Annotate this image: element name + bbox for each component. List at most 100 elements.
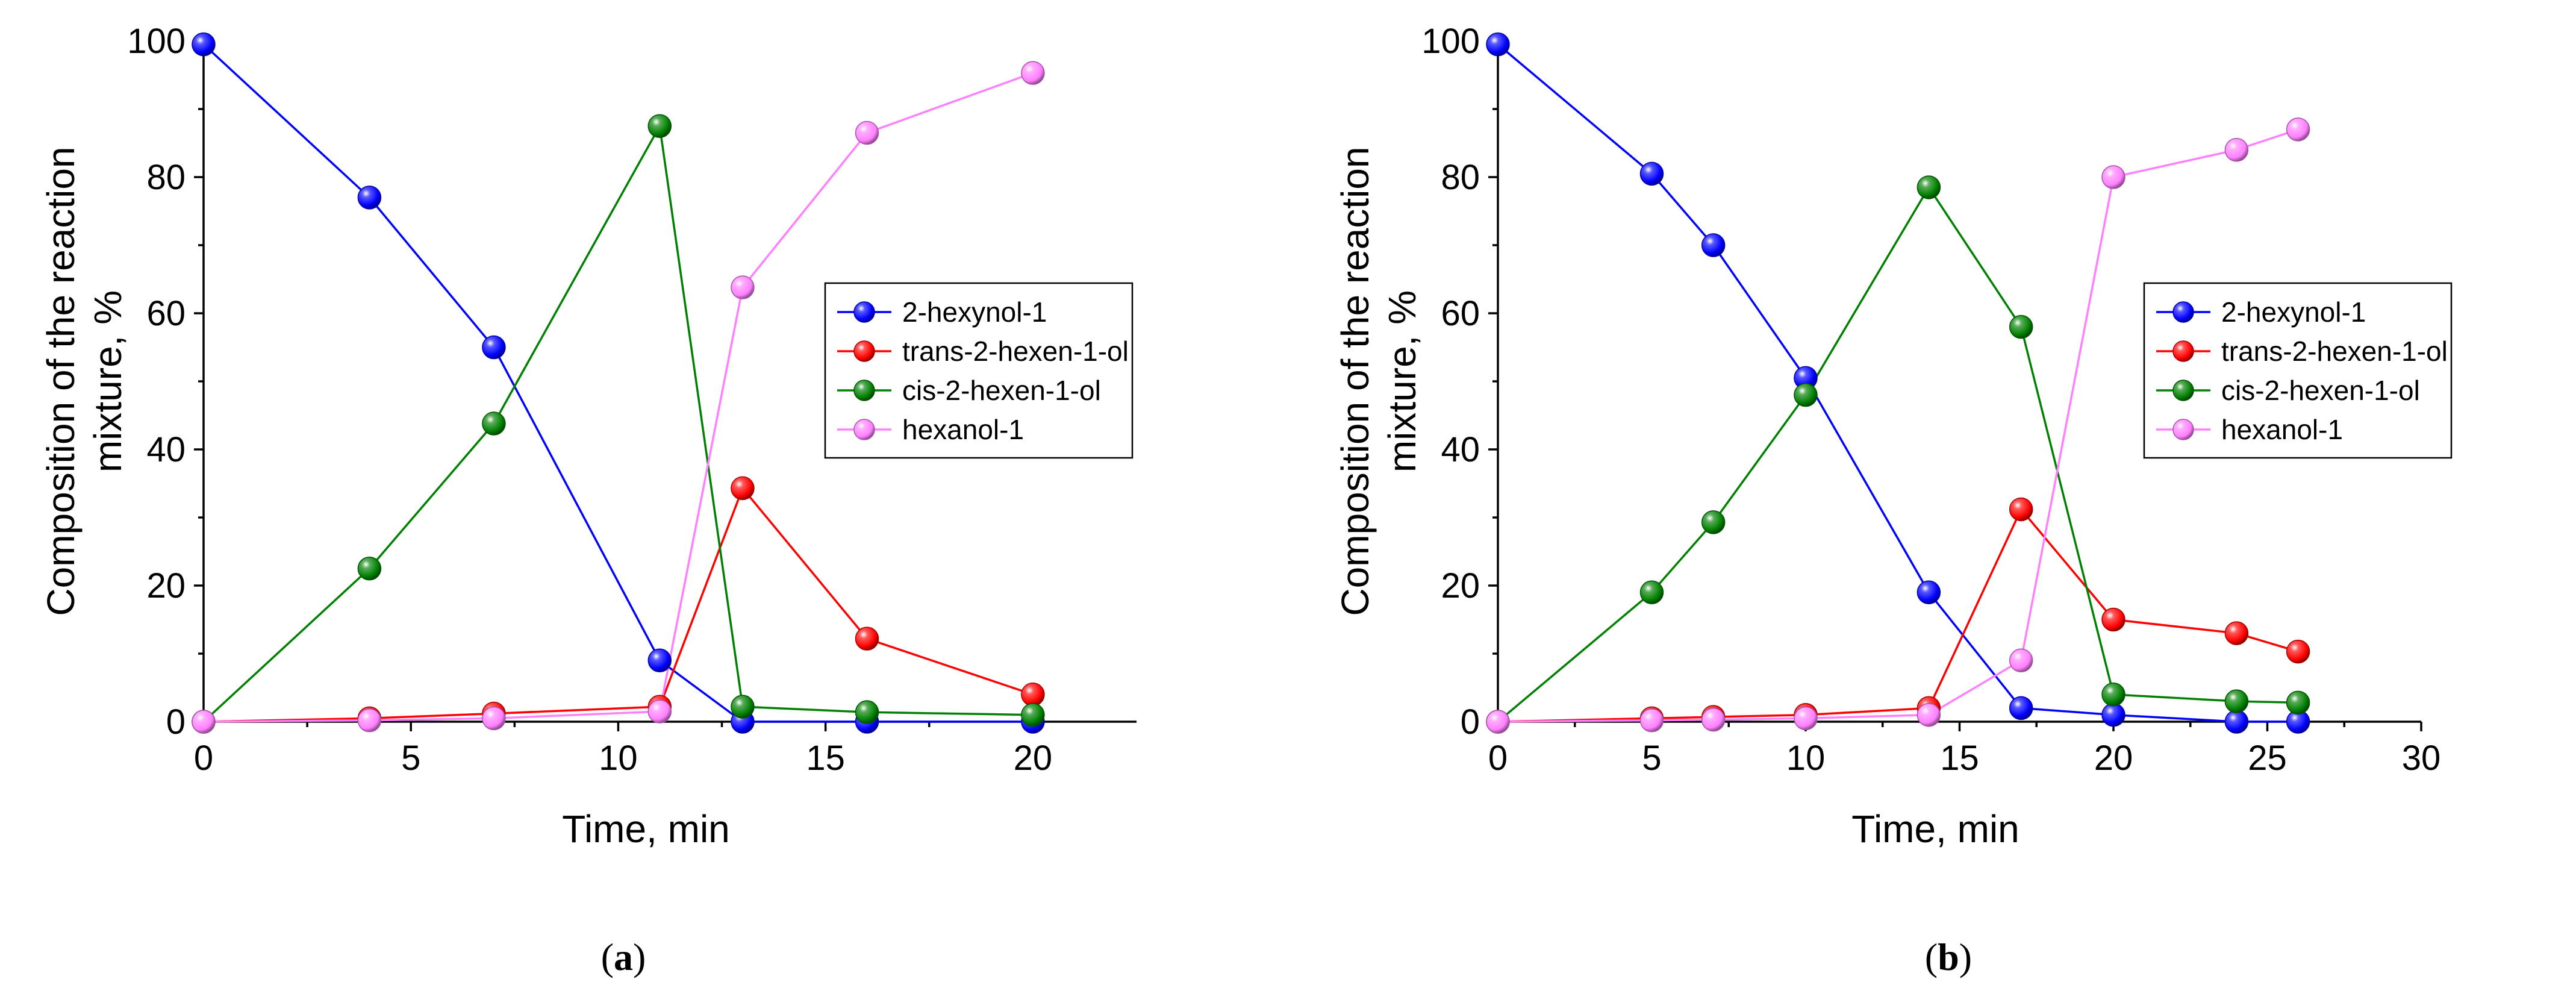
data-point-2-hexynol-1	[2009, 696, 2033, 720]
panel-label: (a)	[601, 936, 646, 978]
data-point-cis-2-hexen-1-ol	[1916, 175, 1941, 199]
data-point-trans-2-hexen-1-ol	[855, 627, 879, 651]
y-tick-label: 100	[127, 22, 186, 61]
data-point-hexanol-1	[482, 706, 506, 731]
legend-label: cis-2-hexen-1-ol	[2221, 375, 2420, 406]
legend: 2-hexynol-1 trans-2-hexen-1-ol cis-2-hexen…	[824, 282, 1134, 459]
legend-marker	[853, 340, 875, 362]
y-axis-title-line: Composition of the reaction	[39, 146, 83, 616]
data-point-trans-2-hexen-1-ol	[2286, 639, 2310, 664]
legend: 2-hexynol-1 trans-2-hexen-1-ol cis-2-hexen…	[2143, 282, 2453, 459]
legend-label: cis-2-hexen-1-ol	[902, 375, 1101, 406]
legend-marker	[2172, 380, 2194, 401]
data-point-2-hexynol-1	[192, 32, 216, 57]
data-point-2-hexynol-1	[357, 186, 382, 210]
legend-marker	[853, 380, 875, 401]
data-point-cis-2-hexen-1-ol	[2009, 314, 2033, 339]
data-point-cis-2-hexen-1-ol	[1701, 510, 1726, 534]
data-point-hexanol-1	[1794, 706, 1818, 731]
data-point-cis-2-hexen-1-ol	[2224, 689, 2249, 713]
data-point-cis-2-hexen-1-ol	[357, 557, 382, 581]
panel-label-letter: b	[1938, 936, 1959, 978]
data-point-2-hexynol-1	[647, 648, 672, 673]
data-point-2-hexynol-1	[2101, 702, 2125, 727]
data-point-cis-2-hexen-1-ol	[647, 114, 672, 138]
data-point-cis-2-hexen-1-ol	[2101, 683, 2125, 707]
x-axis-title: Time, min	[1851, 807, 2019, 851]
data-point-hexanol-1	[1639, 708, 1664, 733]
data-point-hexanol-1	[2286, 117, 2310, 142]
data-point-2-hexynol-1	[482, 335, 506, 360]
data-point-hexanol-1	[855, 120, 879, 145]
series-line-trans-2-hexen-1-ol	[1497, 507, 2299, 723]
legend-marker	[2172, 340, 2194, 362]
legend-label: hexanol-1	[2221, 414, 2343, 445]
legend-label: 2-hexynol-1	[2221, 296, 2366, 328]
x-tick-label: 10	[599, 739, 638, 778]
legend-label: trans-2-hexen-1-ol	[902, 336, 1129, 367]
data-point-cis-2-hexen-1-ol	[1639, 580, 1664, 605]
data-point-2-hexynol-1	[1701, 233, 1726, 257]
y-axis-title-line: Composition of the reaction	[1333, 146, 1377, 616]
legend-marker	[2172, 301, 2194, 323]
x-tick-label: 5	[1642, 739, 1661, 778]
data-point-hexanol-1	[1701, 707, 1726, 732]
y-tick-label: 80	[1441, 158, 1480, 197]
x-tick-label: 0	[194, 739, 213, 778]
y-axis-title: Composition of the reactionmixture, %	[1333, 146, 1424, 616]
legend-label: trans-2-hexen-1-ol	[2221, 336, 2448, 367]
data-point-cis-2-hexen-1-ol	[731, 695, 755, 719]
y-axis-title: Composition of the reactionmixture, %	[39, 146, 129, 616]
data-point-hexanol-1	[2101, 165, 2125, 189]
data-point-hexanol-1	[357, 708, 382, 733]
data-point-cis-2-hexen-1-ol	[1021, 702, 1045, 727]
data-point-cis-2-hexen-1-ol	[2286, 690, 2310, 715]
data-point-hexanol-1	[731, 275, 755, 299]
data-point-hexanol-1	[1916, 702, 1941, 727]
y-axis-title-line: mixture, %	[86, 290, 129, 472]
chart-panel-a: 0 5 10 15 20 0 20 40 60 80 100 Time, min Composition…	[39, 22, 1137, 978]
x-tick-label: 25	[2248, 739, 2287, 778]
x-axis-title: Time, min	[562, 807, 730, 851]
legend-marker	[853, 301, 875, 323]
data-point-2-hexynol-1	[1639, 161, 1664, 186]
data-point-trans-2-hexen-1-ol	[2009, 497, 2033, 522]
x-tick-label: 10	[1786, 739, 1826, 778]
legend-marker	[2172, 419, 2194, 440]
data-point-trans-2-hexen-1-ol	[731, 476, 755, 501]
series-line-trans-2-hexen-1-ol	[203, 486, 1034, 723]
data-point-hexanol-1	[1486, 710, 1510, 734]
data-point-cis-2-hexen-1-ol	[855, 700, 879, 724]
data-point-hexanol-1	[192, 710, 216, 734]
panel-label-paren: (	[1925, 936, 1938, 978]
x-tick-label: 0	[1488, 739, 1508, 778]
legend-marker	[853, 419, 875, 440]
y-tick-label: 80	[146, 158, 186, 197]
data-point-hexanol-1	[1021, 61, 1045, 85]
data-point-2-hexynol-1	[1916, 580, 1941, 605]
data-point-trans-2-hexen-1-ol	[2101, 607, 2125, 632]
x-tick-label: 5	[401, 739, 420, 778]
x-tick-label: 20	[2094, 739, 2133, 778]
x-tick-label: 30	[2402, 739, 2441, 778]
y-tick-label: 60	[146, 294, 186, 333]
x-tick-label: 15	[806, 739, 845, 778]
x-tick-label: 15	[1940, 739, 1979, 778]
data-point-hexanol-1	[2009, 648, 2033, 673]
y-axis-title-line: mixture, %	[1380, 290, 1424, 472]
y-tick-label: 100	[1421, 22, 1480, 61]
data-point-2-hexynol-1	[2224, 710, 2249, 734]
data-point-trans-2-hexen-1-ol	[2224, 621, 2249, 645]
legend-label: hexanol-1	[902, 414, 1024, 445]
data-point-cis-2-hexen-1-ol	[482, 411, 506, 436]
y-tick-label: 20	[1441, 566, 1480, 605]
y-tick-label: 0	[1461, 702, 1480, 742]
y-tick-label: 60	[1441, 294, 1480, 333]
data-point-trans-2-hexen-1-ol	[1021, 683, 1045, 707]
data-point-hexanol-1	[2224, 138, 2249, 162]
x-tick-label: 20	[1014, 739, 1053, 778]
data-point-2-hexynol-1	[1486, 32, 1510, 57]
panel-label: (b)	[1925, 936, 1972, 978]
y-tick-label: 0	[166, 702, 186, 742]
panel-label-paren: )	[1959, 936, 1972, 978]
